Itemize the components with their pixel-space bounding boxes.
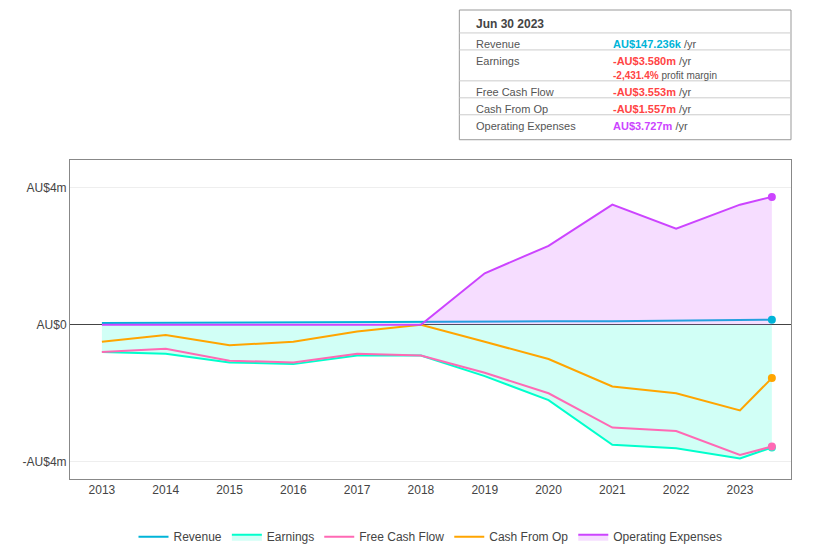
svg-text:2023: 2023 <box>727 483 754 497</box>
svg-text:2018: 2018 <box>408 483 435 497</box>
svg-text:Cash From Op: Cash From Op <box>476 103 548 115</box>
svg-text:Cash From Op: Cash From Op <box>489 530 568 544</box>
svg-text:2016: 2016 <box>280 483 307 497</box>
svg-text:2014: 2014 <box>152 483 179 497</box>
svg-text:-AU$1.557m /yr: -AU$1.557m /yr <box>613 103 692 115</box>
svg-text:Revenue: Revenue <box>476 38 520 50</box>
svg-text:Operating Expenses: Operating Expenses <box>613 530 722 544</box>
svg-text:AU$3.727m /yr: AU$3.727m /yr <box>613 120 688 132</box>
svg-text:-AU$3.553m /yr: -AU$3.553m /yr <box>613 86 692 98</box>
svg-text:2022: 2022 <box>663 483 690 497</box>
svg-text:2020: 2020 <box>535 483 562 497</box>
svg-text:2021: 2021 <box>599 483 626 497</box>
svg-text:Earnings: Earnings <box>267 530 314 544</box>
svg-text:-AU$4m: -AU$4m <box>23 455 67 469</box>
svg-text:-AU$3.580m /yr: -AU$3.580m /yr <box>613 55 692 67</box>
svg-text:2015: 2015 <box>216 483 243 497</box>
svg-text:Revenue: Revenue <box>174 530 222 544</box>
svg-text:-2,431.4% profit margin: -2,431.4% profit margin <box>613 70 717 81</box>
svg-text:Jun 30 2023: Jun 30 2023 <box>476 17 544 31</box>
svg-text:Earnings: Earnings <box>476 55 520 67</box>
svg-text:2019: 2019 <box>471 483 498 497</box>
svg-text:Free Cash Flow: Free Cash Flow <box>359 530 444 544</box>
svg-text:2013: 2013 <box>89 483 116 497</box>
svg-text:Free Cash Flow: Free Cash Flow <box>476 86 554 98</box>
svg-text:2017: 2017 <box>344 483 371 497</box>
svg-text:Operating Expenses: Operating Expenses <box>476 120 576 132</box>
svg-text:AU$4m: AU$4m <box>27 181 67 195</box>
svg-text:AU$0: AU$0 <box>37 318 67 332</box>
svg-text:AU$147.236k /yr: AU$147.236k /yr <box>613 38 697 50</box>
